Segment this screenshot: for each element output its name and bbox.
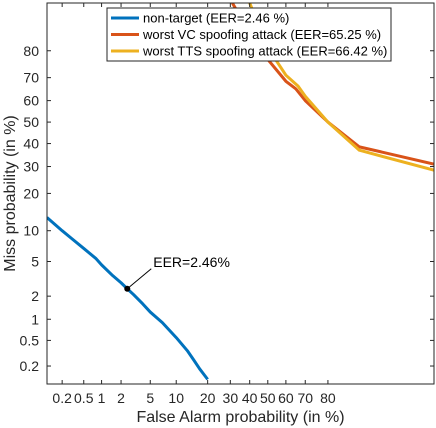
y-tick-label: 0.5 [20, 332, 40, 348]
x-tick-label: 40 [242, 390, 258, 406]
x-tick-label: 60 [278, 390, 294, 406]
x-tick-label: 20 [200, 390, 216, 406]
y-tick-label: 0.2 [20, 358, 40, 374]
eer-pointer-line [126, 268, 152, 290]
y-axis-label: Miss probability (in %) [2, 115, 19, 271]
y-tick-label: 20 [23, 185, 39, 201]
y-tick-label: 1 [31, 311, 39, 327]
y-tick-label: 2 [31, 288, 39, 304]
annotation-group: EER=2.46% [124, 254, 230, 292]
x-tick-label: 30 [223, 390, 239, 406]
x-axis-label: False Alarm probability (in %) [136, 409, 344, 426]
x-tick-label: 70 [297, 390, 313, 406]
eer-annotation-label: EER=2.46% [153, 254, 230, 270]
legend-label-2: worst TTS spoofing attack (EER=66.42 %) [142, 44, 387, 59]
legend-label-1: worst VC spoofing attack (EER=65.25 %) [142, 27, 381, 42]
x-tick-label: 80 [320, 390, 336, 406]
legend-box [106, 7, 392, 62]
series-line-0 [47, 216, 209, 381]
y-tick-label: 70 [23, 70, 39, 86]
y-tick-label: 5 [31, 253, 39, 269]
y-tick-label: 80 [23, 43, 39, 59]
y-tick-label: 40 [23, 136, 39, 152]
x-tick-label: 50 [260, 390, 276, 406]
x-tick-label: 10 [168, 390, 184, 406]
x-tick-label: 0.5 [74, 390, 94, 406]
y-tick-label: 10 [23, 223, 39, 239]
y-tick-label: 30 [23, 159, 39, 175]
y-tick-label: 50 [23, 114, 39, 130]
x-tick-label: 5 [146, 390, 154, 406]
eer-point [124, 285, 131, 292]
y-tick-label: 60 [23, 93, 39, 109]
tick-group: 0.2 0.5 1 2 5 10 20 30 40 50 60 70 800.20.5125102030… [20, 3, 434, 406]
x-tick-label: 2 [117, 390, 125, 406]
legend-label-0: non-target (EER=2.46 %) [143, 11, 289, 26]
x-tick-label: 0.2 [52, 390, 72, 406]
x-tick-label: 1 [98, 390, 106, 406]
legend: non-target (EER=2.46 %)worst VC spoofing… [106, 7, 392, 62]
